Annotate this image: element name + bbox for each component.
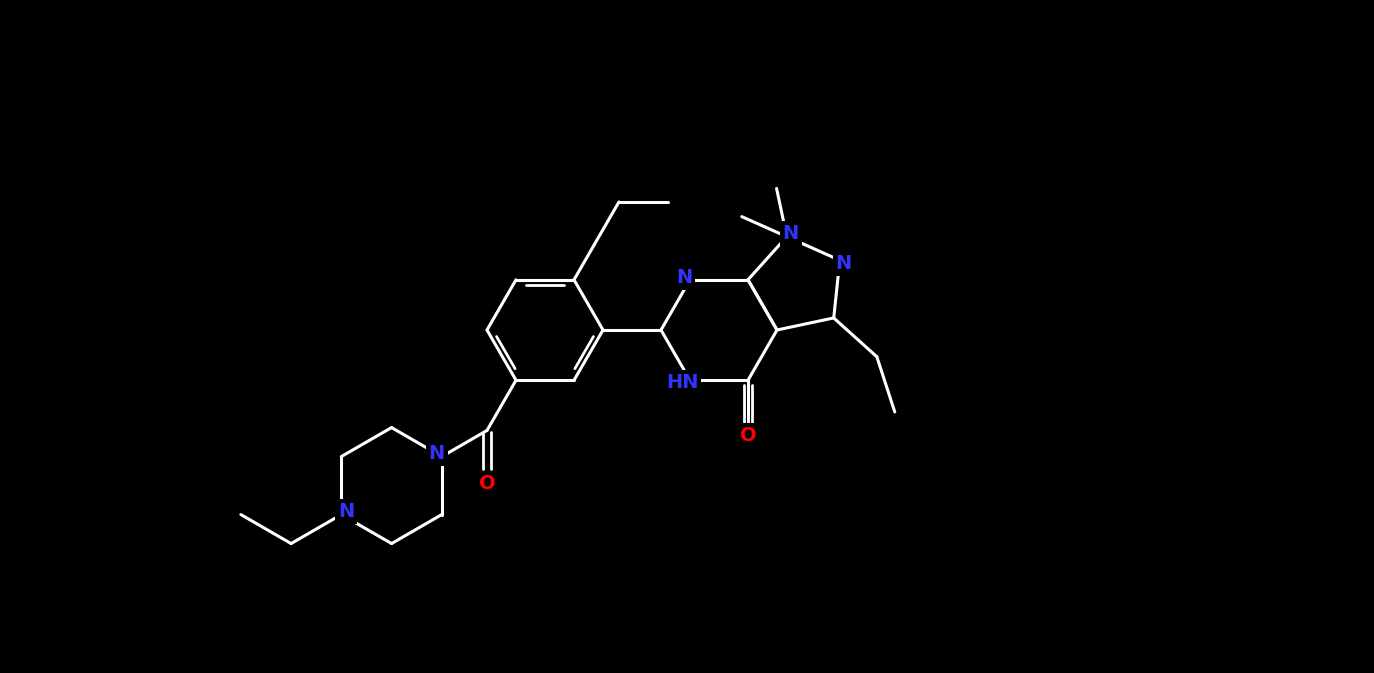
- Text: O: O: [739, 426, 756, 446]
- Text: N: N: [676, 269, 692, 287]
- Text: N: N: [835, 254, 852, 273]
- Text: N: N: [338, 502, 354, 521]
- Text: N: N: [783, 224, 798, 243]
- Text: HN: HN: [666, 373, 698, 392]
- Text: O: O: [478, 474, 495, 493]
- Text: N: N: [429, 444, 445, 463]
